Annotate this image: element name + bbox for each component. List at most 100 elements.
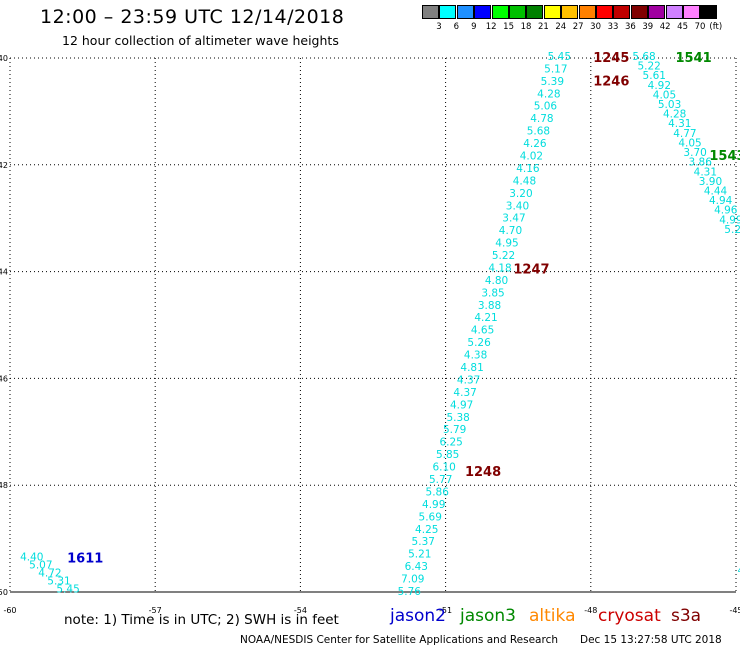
wave-height-value: 4.38 bbox=[464, 350, 487, 362]
legend-label: 3 bbox=[436, 22, 442, 32]
lon-tick-label: -54 bbox=[294, 606, 307, 615]
jason2-track: 4.405.074.725.315.45 bbox=[20, 551, 80, 595]
legend-label: 45 bbox=[677, 22, 688, 32]
legend-swatch bbox=[439, 5, 457, 19]
legend-label: 9 bbox=[471, 22, 477, 32]
wave-height-value: 4.28 bbox=[537, 88, 560, 100]
wave-height-value: 5.17 bbox=[544, 63, 567, 75]
lat-tick-label: -44 bbox=[0, 268, 8, 277]
wave-height-value: 4.31 bbox=[694, 166, 717, 178]
legend-label: 36 bbox=[624, 22, 636, 32]
map-title: 12:00 – 23:59 UTC 12/14/2018 bbox=[40, 6, 345, 28]
legend-label: 30 bbox=[590, 22, 601, 32]
wave-height-value: 5.79 bbox=[443, 424, 466, 436]
wave-height-value: 5.85 bbox=[436, 449, 459, 461]
wave-height-value: 4.99 bbox=[719, 214, 740, 226]
wave-height-value: 4.78 bbox=[530, 113, 553, 125]
wave-height-value: 7.09 bbox=[401, 574, 424, 586]
legend-swatch bbox=[543, 5, 561, 19]
wave-height-value: 4.77 bbox=[673, 128, 696, 140]
legend-label: 42 bbox=[659, 22, 671, 32]
satellite-label-s3a: s3a bbox=[671, 606, 702, 626]
lon-tick-label: -60 bbox=[3, 606, 16, 615]
wave-height-value: 5.68 bbox=[527, 126, 550, 138]
wave-height-value: 4.40 bbox=[20, 551, 43, 563]
legend-swatch bbox=[700, 5, 718, 19]
legend-label: 6 bbox=[453, 22, 460, 32]
wave-height-value: 4.05 bbox=[653, 89, 676, 101]
legend-label: 21 bbox=[537, 22, 549, 32]
wave-height-value: 5.22 bbox=[492, 250, 515, 262]
wave-height-value: 4.48 bbox=[513, 175, 536, 187]
lat-tick-label: -46 bbox=[0, 374, 8, 383]
wave-height-value: 4.96 bbox=[714, 205, 738, 217]
axis-labels: -60 -57 -54 -51 -48 -45 -40 -42 -44 -46 -48 -50 bbox=[0, 54, 740, 615]
wave-height-value: 4.94 bbox=[709, 195, 733, 207]
wave-height-value: 5.07 bbox=[29, 559, 52, 571]
wave-height-value: 3.85 bbox=[481, 287, 504, 299]
jason3-track: 5.685.225.614.924.055.034.284.314.774.05… bbox=[632, 51, 740, 236]
wave-height-value: 4.02 bbox=[520, 150, 543, 162]
legend-swatch bbox=[613, 5, 631, 19]
wave-height-value: 5.38 bbox=[446, 412, 469, 424]
wave-height-value: 5.21 bbox=[408, 549, 431, 561]
wave-height-value: 4.18 bbox=[488, 262, 511, 274]
wave-height-value: 3.20 bbox=[509, 188, 532, 200]
pass-time-label: 1246 bbox=[593, 74, 629, 89]
wave-height-value: 5.22 bbox=[637, 61, 660, 73]
lon-tick-label: -48 bbox=[584, 606, 597, 615]
wave-height-value: 3.40 bbox=[506, 200, 529, 212]
satellite-label-altika: altika bbox=[529, 606, 576, 626]
wave-height-value: 5.69 bbox=[419, 511, 442, 523]
wave-height-value: 4.72 bbox=[38, 567, 61, 579]
legend-unit: (ft) bbox=[709, 22, 723, 32]
legend-label: 18 bbox=[520, 22, 532, 32]
legend-swatch bbox=[578, 5, 596, 19]
lat-tick-label: -40 bbox=[0, 54, 8, 63]
wave-height-value: 4.65 bbox=[471, 325, 494, 337]
wave-height-value: 4.97 bbox=[450, 399, 473, 411]
wave-height-value: 4.37 bbox=[457, 374, 480, 386]
wave-height-value: 3.47 bbox=[502, 213, 525, 225]
wave-height-value: 4.95 bbox=[495, 238, 518, 250]
wave-height-tracks: 5.455.175.394.285.064.785.684.264.024.16… bbox=[20, 51, 740, 598]
edge-wave-value: 4 bbox=[737, 566, 740, 577]
wave-height-value: 5.61 bbox=[643, 70, 666, 82]
wave-height-value: 4.70 bbox=[499, 225, 522, 237]
lon-tick-label: -51 bbox=[439, 606, 452, 615]
wave-height-value: 4.44 bbox=[704, 186, 728, 198]
legend-label: 33 bbox=[607, 22, 619, 32]
lon-tick-label: -45 bbox=[729, 606, 740, 615]
lon-tick-label: -57 bbox=[149, 606, 162, 615]
wave-height-value: 6.10 bbox=[432, 462, 455, 474]
pass-time-label: 1543 bbox=[709, 149, 740, 164]
credit-line: NOAA/NESDIS Center for Satellite Applica… bbox=[240, 634, 558, 646]
legend-label: 70 bbox=[694, 22, 706, 32]
wave-height-value: 6.43 bbox=[405, 561, 428, 573]
legend-swatch bbox=[630, 5, 648, 19]
wave-height-value: 5.37 bbox=[412, 536, 435, 548]
wave-height-value: 4.05 bbox=[678, 137, 701, 149]
pass-time-label: 1248 bbox=[465, 465, 501, 480]
legend-swatch bbox=[648, 5, 666, 19]
satellite-label-jason2: jason2 bbox=[390, 606, 446, 626]
legend-label: 12 bbox=[485, 22, 497, 32]
wave-height-value: 5.77 bbox=[429, 474, 452, 486]
legend-swatch bbox=[596, 5, 613, 19]
legend-swatch bbox=[526, 5, 544, 19]
pass-time-label: 1245 bbox=[593, 51, 629, 66]
legend-label: 24 bbox=[555, 22, 567, 32]
pass-time-label: 1541 bbox=[676, 51, 712, 66]
wave-height-value: 4.21 bbox=[474, 312, 497, 324]
wave-height-value: 5.03 bbox=[658, 99, 681, 111]
units-note: note: 1) Time is in UTC; 2) SWH is in fe… bbox=[64, 612, 339, 628]
satellite-label-jason3: jason3 bbox=[460, 606, 516, 626]
wave-height-value: 3.70 bbox=[683, 147, 706, 159]
legend-swatch bbox=[665, 5, 683, 19]
wave-height-value: 5.86 bbox=[426, 486, 450, 498]
wave-height-value: 6.25 bbox=[439, 437, 462, 449]
legend-swatch bbox=[474, 5, 492, 19]
lat-tick-label: -50 bbox=[0, 588, 8, 597]
legend-swatch bbox=[683, 5, 700, 19]
